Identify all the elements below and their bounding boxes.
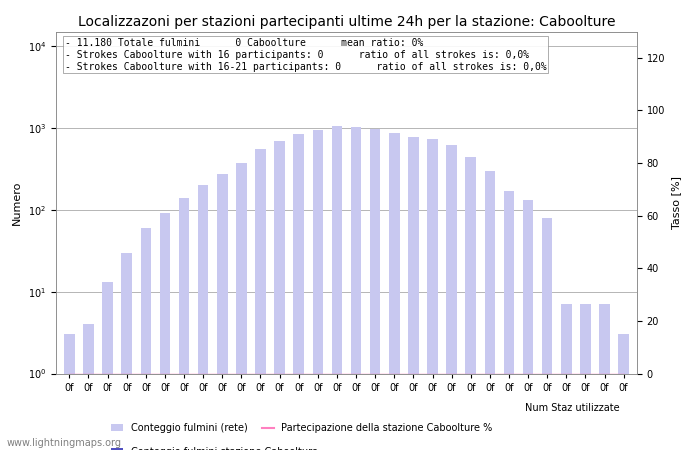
- Bar: [389, 133, 400, 450]
- Bar: [542, 218, 552, 450]
- Bar: [102, 282, 113, 450]
- Bar: [160, 213, 170, 450]
- Bar: [504, 191, 514, 450]
- Bar: [599, 304, 610, 450]
- Bar: [484, 171, 495, 450]
- Bar: [64, 334, 75, 450]
- Bar: [256, 149, 266, 450]
- Text: Num Staz utilizzate: Num Staz utilizzate: [525, 403, 620, 413]
- Bar: [370, 129, 380, 450]
- Bar: [236, 163, 246, 450]
- Y-axis label: Numero: Numero: [12, 180, 22, 225]
- Bar: [83, 324, 94, 450]
- Bar: [217, 175, 228, 450]
- Bar: [580, 304, 591, 450]
- Bar: [274, 140, 285, 450]
- Bar: [466, 157, 476, 450]
- Bar: [198, 185, 209, 450]
- Bar: [618, 334, 629, 450]
- Bar: [293, 135, 304, 450]
- Bar: [351, 127, 361, 450]
- Text: - 11.180 Totale fulmini      0 Caboolture      mean ratio: 0%
- Strokes Cabooltu: - 11.180 Totale fulmini 0 Caboolture mea…: [64, 38, 547, 72]
- Bar: [427, 139, 438, 450]
- Bar: [178, 198, 189, 450]
- Bar: [408, 137, 419, 450]
- Bar: [332, 126, 342, 450]
- Legend: Conteggio fulmini stazione Caboolture: Conteggio fulmini stazione Caboolture: [107, 443, 321, 450]
- Bar: [122, 252, 132, 450]
- Title: Localizzazoni per stazioni partecipanti ultime 24h per la stazione: Caboolture: Localizzazoni per stazioni partecipanti …: [78, 15, 615, 29]
- Bar: [447, 145, 457, 450]
- Text: www.lightningmaps.org: www.lightningmaps.org: [7, 438, 122, 448]
- Y-axis label: Tasso [%]: Tasso [%]: [671, 176, 681, 229]
- Bar: [523, 200, 533, 450]
- Bar: [313, 130, 323, 450]
- Bar: [141, 228, 151, 450]
- Bar: [561, 304, 571, 450]
